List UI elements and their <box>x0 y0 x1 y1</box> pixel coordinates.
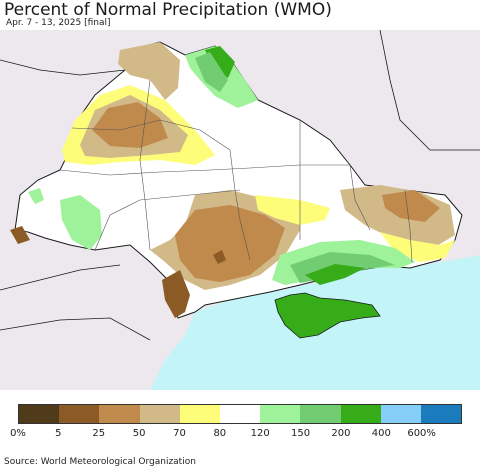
legend-label: 200 <box>331 428 351 439</box>
oblast-borders <box>59 79 413 263</box>
zone-brown-south <box>175 205 285 282</box>
zone-green-west <box>60 195 102 250</box>
zone-brown-centralnorth <box>92 102 168 148</box>
legend-swatch <box>179 405 220 423</box>
legend-label: 150 <box>290 428 311 439</box>
legend-label: 25 <box>92 428 106 439</box>
map-subtitle: Apr. 7 - 13, 2025 [final] <box>6 18 111 28</box>
legend-label: 50 <box>132 428 146 439</box>
map-source: Source: World Meteorological Organizatio… <box>4 457 196 467</box>
legend-label: 0% <box>10 428 26 439</box>
legend-label: 120 <box>250 428 270 439</box>
legend-swatch <box>139 405 180 423</box>
zone-tan-north <box>118 42 180 100</box>
zone-green-west-small <box>28 188 44 204</box>
legend-swatch <box>19 405 60 423</box>
zone-brown-east <box>382 190 440 222</box>
legend-label: 70 <box>173 428 186 439</box>
legend-bar <box>18 404 462 424</box>
legend-label: 600% <box>407 428 436 439</box>
zone-darkgreen-north <box>205 46 235 78</box>
zone-darkbrown-west <box>10 226 30 244</box>
precipitation-map <box>0 30 480 390</box>
legend-swatch <box>380 405 421 423</box>
zone-yellow-east <box>380 232 455 262</box>
legend-swatch <box>300 405 341 423</box>
legend-swatch <box>340 405 381 423</box>
legend-label: 400 <box>371 428 391 439</box>
zone-yellow-south <box>255 195 330 225</box>
zone-medgreen-north <box>195 52 228 92</box>
legend-swatch <box>420 405 462 423</box>
legend-labels: 0% 5 25 50 70 80 120 150 200 400 600% <box>0 428 480 442</box>
country-borders <box>0 30 480 341</box>
legend-label: 80 <box>213 428 227 439</box>
legend-swatch <box>219 405 261 423</box>
legend-swatch <box>99 405 140 423</box>
legend-swatch <box>59 405 100 423</box>
map-title: Percent of Normal Precipitation (WMO) <box>4 0 332 20</box>
zone-darkbrown-odesa <box>162 270 190 318</box>
crimea <box>274 292 381 339</box>
legend-swatch <box>260 405 301 423</box>
legend-label: 5 <box>55 428 62 439</box>
zone-darkbrown-spot <box>213 250 226 264</box>
zone-darkgreen-southeast <box>305 264 365 285</box>
